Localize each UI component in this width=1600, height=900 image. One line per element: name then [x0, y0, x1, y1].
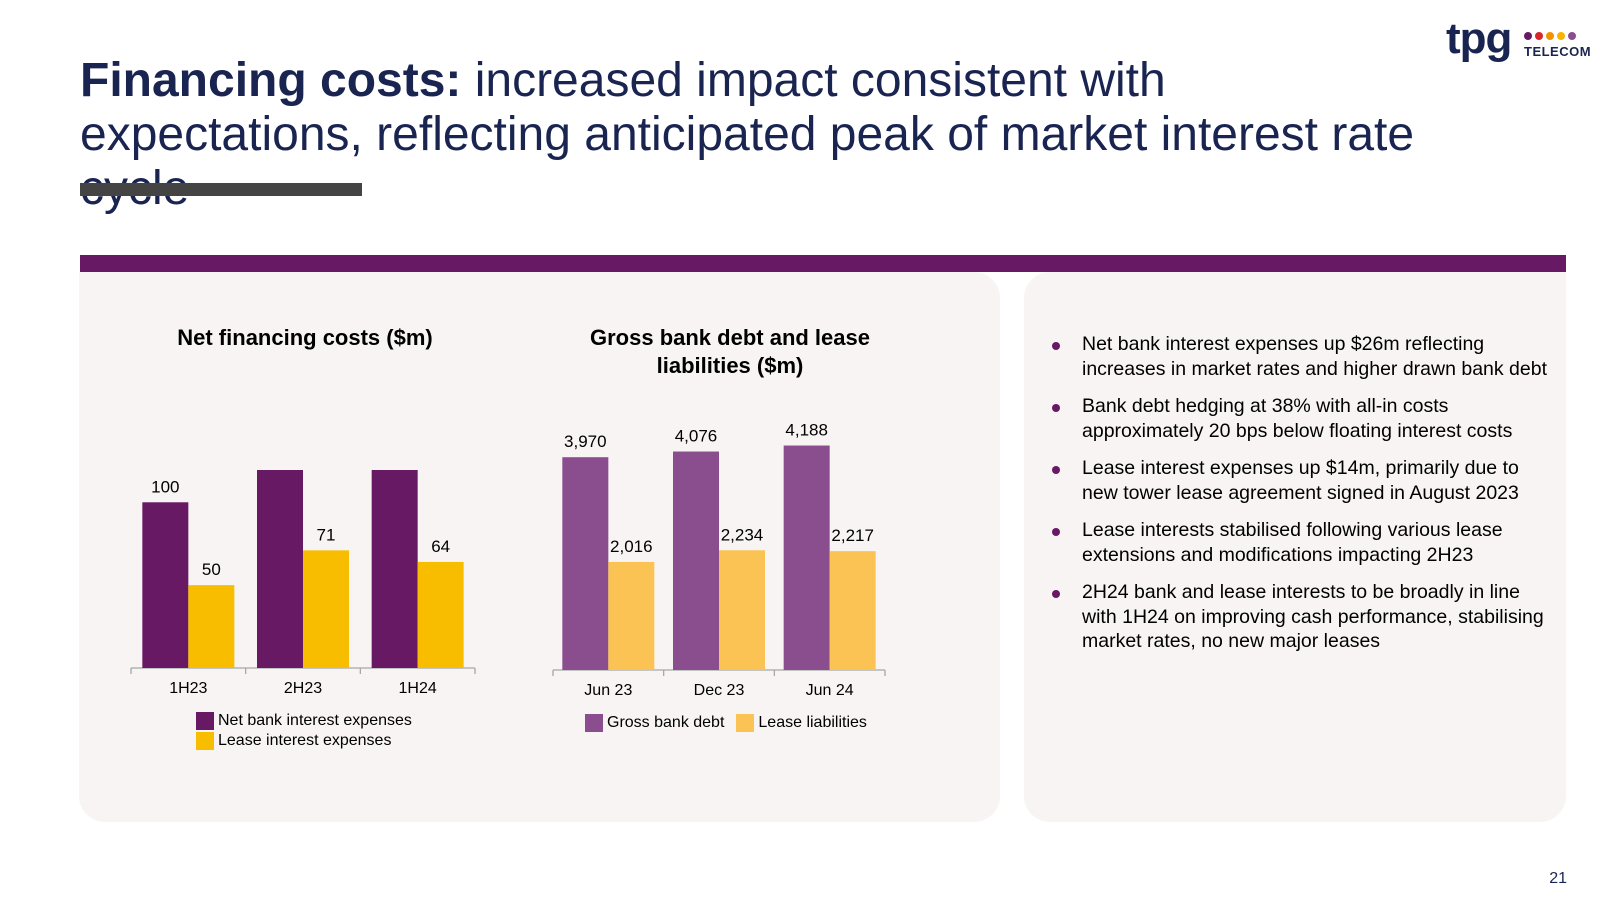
data-label: 4,076: [675, 427, 718, 446]
title-underline: [80, 183, 362, 196]
legend-item-lease-interest: Lease interest expenses: [196, 731, 412, 751]
bullet-item: Lease interest expenses up $14m, primari…: [1052, 456, 1552, 505]
legend-swatch-gross-bank-debt: [585, 714, 603, 732]
logo-telecom: TELECOM: [1524, 44, 1592, 59]
legend-label-net-bank-interest: Net bank interest expenses: [218, 712, 412, 729]
bullet-text: Net bank interest expenses up $26m refle…: [1082, 333, 1548, 380]
bullet-item: 2H24 bank and lease interests to be broa…: [1052, 580, 1552, 654]
bar-series2: [719, 550, 765, 670]
bar-series1: [371, 470, 418, 668]
legend-item-net-bank-interest: Net bank interest expenses: [196, 711, 412, 731]
bar-series1: [673, 451, 719, 670]
page-number: 21: [1549, 870, 1567, 887]
bullet-dot-icon: [1052, 528, 1060, 536]
bar-series1: [783, 445, 830, 670]
bar-series1: [562, 457, 609, 670]
x-tick-label: 2H23: [284, 680, 322, 697]
commentary-bullets: Net bank interest expenses up $26m refle…: [1052, 332, 1552, 667]
bullet-text: Bank debt hedging at 38% with all-in cos…: [1082, 395, 1513, 442]
bullet-dot-icon: [1052, 342, 1060, 350]
slide-title-bold: Financing costs:: [80, 54, 462, 107]
logo-dot: [1568, 32, 1576, 40]
slide-title: Financing costs: increased impact consis…: [80, 54, 1420, 216]
bullet-text: Lease interests stabilised following var…: [1082, 519, 1503, 566]
net-financing-costs-chart: 1H23100502H23120711H2412664: [130, 470, 476, 697]
chart1-legend: Net bank interest expenses Lease interes…: [196, 711, 412, 751]
data-label: 71: [317, 525, 336, 544]
bar-series2: [417, 561, 464, 668]
x-tick-label: Dec 23: [694, 682, 745, 699]
logo-dot: [1524, 32, 1532, 40]
data-label: 2,234: [721, 525, 764, 544]
bullet-dot-icon: [1052, 590, 1060, 598]
chart1-title: Net financing costs ($m): [177, 325, 433, 350]
x-tick-label: Jun 23: [584, 682, 632, 699]
chart2-legend: Gross bank debt Lease liabilities: [585, 713, 867, 733]
data-label: 2,016: [610, 537, 653, 556]
data-label: 2,217: [831, 526, 874, 545]
logo-dot: [1546, 32, 1554, 40]
legend-swatch-lease-interest: [196, 732, 214, 750]
legend-item-gross-bank-debt: Gross bank debt: [585, 713, 724, 733]
bar-series1: [142, 502, 189, 668]
bullet-item: Lease interests stabilised following var…: [1052, 518, 1552, 567]
chart2-title: Gross bank debt and lease liabilities ($…: [590, 325, 870, 378]
bar-series2: [188, 585, 235, 668]
legend-swatch-lease-liabilities: [736, 714, 755, 732]
bar-series2: [303, 550, 349, 668]
bullet-item: Bank debt hedging at 38% with all-in cos…: [1052, 394, 1552, 443]
data-label: 100: [151, 477, 179, 496]
data-label: 64: [431, 537, 450, 556]
bar-series2: [608, 561, 655, 670]
section-band: [80, 255, 1566, 272]
logo-dot: [1557, 32, 1565, 40]
legend-label-gross-bank-debt: Gross bank debt: [607, 714, 725, 731]
x-tick-label: 1H24: [399, 680, 437, 697]
legend-label-lease-liabilities: Lease liabilities: [758, 714, 867, 731]
bar-series1: [257, 470, 303, 668]
logo-word: tpg: [1446, 14, 1512, 63]
bullet-text: Lease interest expenses up $14m, primari…: [1082, 457, 1519, 504]
gross-debt-lease-chart: Jun 23 3,970 2,016 Dec 23 4,076 2,234 Jun 24 4,…: [552, 421, 886, 699]
logo-dot: [1535, 32, 1543, 40]
tpg-telecom-logo: tpg TELECOM: [1446, 14, 1594, 68]
bullet-dot-icon: [1052, 466, 1060, 474]
slide-title-rest: increased impact consistent with expecta…: [80, 54, 1415, 215]
x-tick-label: 1H23: [169, 680, 207, 697]
bullet-text: 2H24 bank and lease interests to be broa…: [1082, 581, 1544, 652]
commentary-panel: [1024, 272, 1566, 822]
legend-label-lease-interest: Lease interest expenses: [218, 732, 392, 749]
legend-item-lease-liabilities: Lease liabilities: [736, 713, 867, 733]
logo-dots: [1524, 32, 1576, 40]
data-label: 3,970: [564, 432, 607, 451]
charts-panel: [79, 272, 1000, 822]
legend-swatch-net-bank-interest: [196, 712, 214, 730]
bar-series2: [829, 551, 876, 670]
data-label: 4,188: [785, 421, 828, 440]
data-label: 50: [202, 560, 221, 579]
bullet-dot-icon: [1052, 404, 1060, 412]
x-tick-label: Jun 24: [806, 682, 854, 699]
bullet-item: Net bank interest expenses up $26m refle…: [1052, 332, 1552, 381]
